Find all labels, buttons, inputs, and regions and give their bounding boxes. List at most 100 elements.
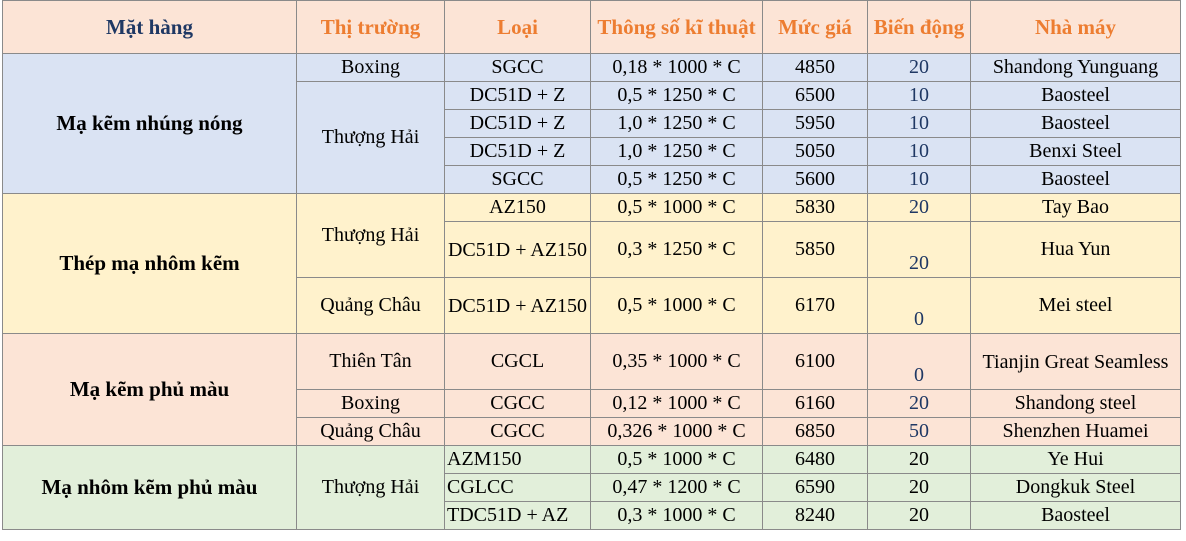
spec-cell: 0,326 * 1000 * C: [590, 417, 763, 446]
spec-cell: 1,0 * 1250 * C: [590, 109, 763, 138]
price-cell: 5050: [762, 137, 868, 166]
header-price: Mức giá: [762, 0, 868, 54]
market-cell: Thượng Hải: [296, 81, 445, 194]
table-row: Mạ kẽm phủ màu Thiên Tân CGCL 0,35 * 100…: [2, 333, 1181, 446]
change-cell: 20: [867, 53, 971, 82]
price-cell: 4850: [762, 53, 868, 82]
header-spec: Thông số kĩ thuật: [590, 0, 763, 54]
spec-cell: 0,12 * 1000 * C: [590, 389, 763, 418]
spec-cell: 0,5 * 1250 * C: [590, 165, 763, 194]
price-cell: 6480: [762, 445, 868, 474]
table-row: Mạ nhôm kẽm phủ màu Thượng Hải AZM150 0,…: [2, 445, 1181, 530]
price-cell: 6590: [762, 473, 868, 502]
header-row: Mặt hàng Thị trường Loại Thông số kĩ thu…: [2, 0, 1181, 54]
product-name: Mạ kẽm nhúng nóng: [2, 53, 297, 194]
factory-cell: Baosteel: [970, 81, 1181, 110]
change-cell: 20: [867, 473, 971, 502]
product-name: Mạ kẽm phủ màu: [2, 333, 297, 446]
header-change: Biến động: [867, 0, 971, 54]
market-cell: Quảng Châu: [296, 277, 445, 334]
change-cell: 20: [867, 501, 971, 530]
type-cell: AZM150: [444, 445, 591, 474]
factory-cell: Shandong Yunguang: [970, 53, 1181, 82]
table-row: DC51D + Z 1,0 * 1250 * C 5950 10 Baostee…: [3, 109, 1181, 138]
type-cell: DC51D + Z: [444, 81, 591, 110]
type-cell: DC51D + Z: [444, 109, 591, 138]
header-type: Loại: [444, 0, 591, 54]
change-cell: 20: [867, 445, 971, 474]
type-cell: SGCC: [444, 53, 591, 82]
change-cell: 20: [867, 221, 971, 278]
market-cell: Thiên Tân: [296, 333, 445, 390]
table-row: TDC51D + AZ 0,3 * 1000 * C 8240 20 Baost…: [3, 501, 1181, 530]
type-cell: TDC51D + AZ: [444, 501, 591, 530]
factory-cell: Baosteel: [970, 165, 1181, 194]
change-cell: 20: [867, 193, 971, 222]
type-cell: CGCC: [444, 389, 591, 418]
factory-cell: Benxi Steel: [970, 137, 1181, 166]
price-cell: 5850: [762, 221, 868, 278]
price-cell: 6500: [762, 81, 868, 110]
spec-cell: 1,0 * 1250 * C: [590, 137, 763, 166]
product-name: Mạ nhôm kẽm phủ màu: [2, 445, 297, 530]
market-cell: Boxing: [296, 53, 445, 82]
type-cell: DC51D + AZ150: [444, 277, 591, 334]
type-cell: CGCC: [444, 417, 591, 446]
table-row: CGLCC 0,47 * 1200 * C 6590 20 Dongkuk St…: [3, 473, 1181, 502]
product-name: Thép mạ nhôm kẽm: [2, 193, 297, 334]
spec-cell: 0,5 * 1000 * C: [590, 193, 763, 222]
steel-price-table: Mặt hàng Thị trường Loại Thông số kĩ thu…: [2, 0, 1181, 530]
price-cell: 6160: [762, 389, 868, 418]
spec-cell: 0,5 * 1000 * C: [590, 277, 763, 334]
factory-cell: Dongkuk Steel: [970, 473, 1181, 502]
change-cell: 10: [867, 81, 971, 110]
factory-cell: Baosteel: [970, 501, 1181, 530]
change-cell: 20: [867, 389, 971, 418]
price-cell: 5830: [762, 193, 868, 222]
table-row: Mạ kẽm nhúng nóng Boxing SGCC 0,18 * 100…: [2, 53, 1181, 194]
price-cell: 5950: [762, 109, 868, 138]
change-cell: 50: [867, 417, 971, 446]
header-product: Mặt hàng: [2, 0, 297, 54]
change-cell: 0: [867, 277, 971, 334]
factory-cell: Baosteel: [970, 109, 1181, 138]
change-cell: 10: [867, 165, 971, 194]
price-cell: 6170: [762, 277, 868, 334]
type-cell: DC51D + Z: [444, 137, 591, 166]
type-cell: CGCL: [444, 333, 591, 390]
market-cell: Boxing: [296, 389, 445, 418]
factory-cell: Tianjin Great Seamless: [970, 333, 1181, 390]
price-cell: 6100: [762, 333, 868, 390]
table-row: DC51D + Z 1,0 * 1250 * C 5050 10 Benxi S…: [3, 137, 1181, 166]
table-row: Thượng Hải DC51D + Z 0,5 * 1250 * C 6500…: [3, 81, 1181, 194]
table-row: DC51D + AZ150 0,3 * 1250 * C 5850 20 Hua…: [3, 221, 1181, 278]
spec-cell: 0,5 * 1250 * C: [590, 81, 763, 110]
spec-cell: 0,47 * 1200 * C: [590, 473, 763, 502]
change-cell: 10: [867, 137, 971, 166]
market-cell: Thượng Hải: [296, 193, 445, 278]
factory-cell: Tay Bao: [970, 193, 1181, 222]
market-cell: Quảng Châu: [296, 417, 445, 446]
factory-cell: Mei steel: [970, 277, 1181, 334]
change-cell: 0: [867, 333, 971, 390]
factory-cell: Hua Yun: [970, 221, 1181, 278]
spec-cell: 0,3 * 1000 * C: [590, 501, 763, 530]
price-cell: 6850: [762, 417, 868, 446]
factory-cell: Ye Hui: [970, 445, 1181, 474]
table-row: Thép mạ nhôm kẽm Thượng Hải AZ150 0,5 * …: [2, 193, 1181, 334]
table-row: Quảng Châu CGCC 0,326 * 1000 * C 6850 50…: [3, 417, 1181, 446]
price-cell: 5600: [762, 165, 868, 194]
table-row: Quảng Châu DC51D + AZ150 0,5 * 1000 * C …: [3, 277, 1181, 334]
spec-cell: 0,35 * 1000 * C: [590, 333, 763, 390]
price-cell: 8240: [762, 501, 868, 530]
type-cell: SGCC: [444, 165, 591, 194]
market-cell: Thượng Hải: [296, 445, 445, 530]
type-cell: AZ150: [444, 193, 591, 222]
type-cell: DC51D + AZ150: [444, 221, 591, 278]
type-cell: CGLCC: [444, 473, 591, 502]
factory-cell: Shandong steel: [970, 389, 1181, 418]
change-cell: 10: [867, 109, 971, 138]
spec-cell: 0,3 * 1250 * C: [590, 221, 763, 278]
factory-cell: Shenzhen Huamei: [970, 417, 1181, 446]
spec-cell: 0,5 * 1000 * C: [590, 445, 763, 474]
